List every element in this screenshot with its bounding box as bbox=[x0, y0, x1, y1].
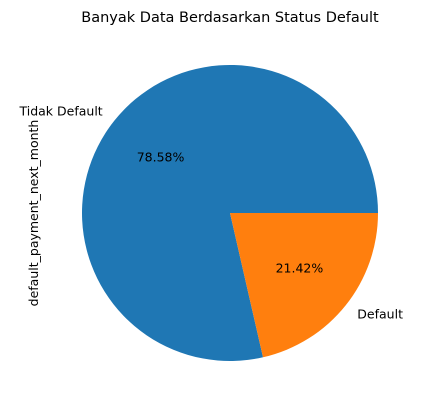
pie-slice-tidak-default bbox=[81, 65, 379, 362]
slice-percent-label: 78.58% bbox=[137, 150, 185, 165]
y-axis-label: default_payment_next_month bbox=[26, 120, 41, 307]
pie-labels: Tidak Default 78.58% Default 21.42% bbox=[18, 104, 403, 322]
slice-percent-label: 21.42% bbox=[276, 260, 324, 275]
pie-slice-default bbox=[230, 213, 378, 358]
pie-slices bbox=[81, 65, 379, 362]
slice-label: Tidak Default bbox=[18, 104, 102, 119]
chart-title: Banyak Data Berdasarkan Status Default bbox=[81, 10, 379, 26]
slice-label: Default bbox=[357, 306, 403, 321]
